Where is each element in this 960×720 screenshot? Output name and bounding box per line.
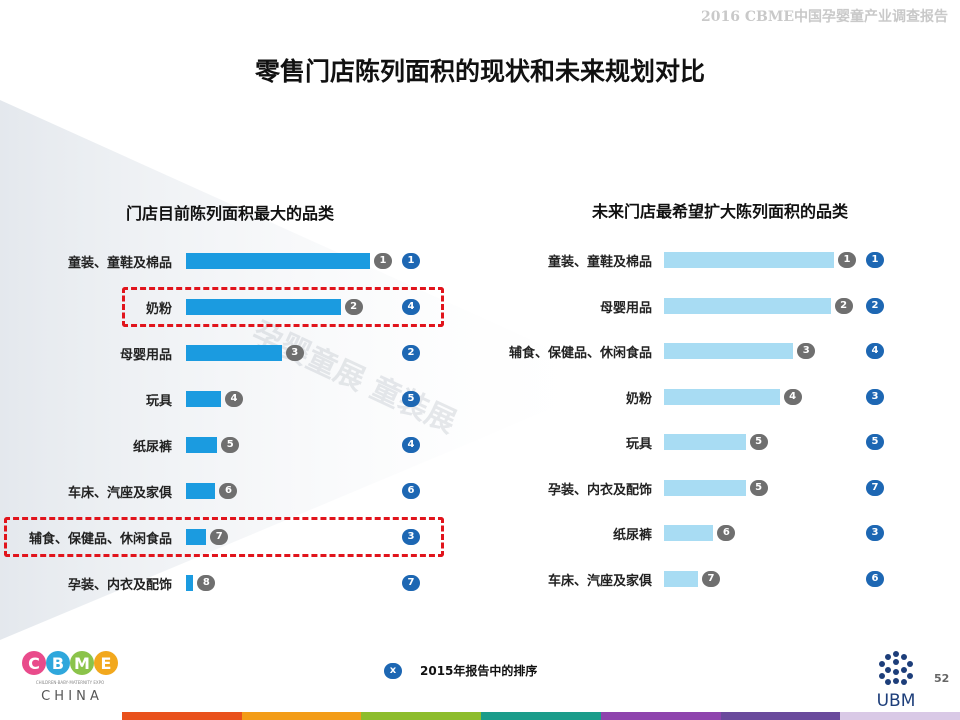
bar <box>186 391 221 407</box>
bar <box>186 575 194 591</box>
legend-rank-marker: x <box>384 662 402 679</box>
category-label: 纸尿裤 <box>132 440 172 455</box>
bar <box>664 525 714 541</box>
rank-2015-badge: 2 <box>866 297 884 314</box>
ubm-logo-mark: UBM <box>877 651 916 711</box>
category-label: 奶粉 <box>625 391 652 407</box>
rank-2015-badge: 1 <box>866 252 884 268</box>
category-label: 辅食、保健品、休闲食品 <box>508 346 652 361</box>
highlight-box <box>122 287 444 327</box>
page-title: 零售门店陈列面积的现状和未来规划对比 <box>254 57 705 86</box>
footer-color-strip <box>122 712 960 720</box>
rank-2015-badge: 7 <box>402 575 420 591</box>
cbme-china: C H I N A <box>41 689 99 704</box>
current-rank-badge: 5 <box>749 434 768 450</box>
category-label: 孕装、内衣及配饰 <box>67 578 172 593</box>
bar <box>186 253 370 269</box>
rank-2015-badge: 7 <box>866 479 884 496</box>
bar <box>186 345 282 361</box>
category-label: 玩具 <box>145 394 172 409</box>
current-rank-badge: 6 <box>717 525 736 541</box>
current-rank-badge: 2 <box>834 297 853 314</box>
svg-text:B: B <box>52 654 64 673</box>
category-label: 车床、汽座及家俱 <box>547 573 652 589</box>
bar <box>186 529 207 545</box>
bar <box>664 252 834 268</box>
current-rank-badge: 4 <box>224 391 243 407</box>
ubm-text: UBM <box>877 691 916 710</box>
current-rank-badge: 2 <box>344 299 363 315</box>
bar <box>664 297 831 314</box>
rank-2015-badge: 6 <box>402 483 420 499</box>
svg-text:M: M <box>74 654 90 673</box>
ubm-logo: UBM <box>866 648 926 714</box>
category-label: 奶粉 <box>145 302 172 317</box>
page-number: 52 <box>934 672 950 685</box>
current-rank-badge: 1 <box>374 253 392 269</box>
bar <box>186 437 218 453</box>
rank-2015-badge: 1 <box>402 253 420 269</box>
cbme-logo-mark: C B M E CHILDREN·BABY·MATERNITY EXPO C H… <box>22 651 118 704</box>
rank-2015-badge: 4 <box>402 437 420 453</box>
bar <box>664 343 794 359</box>
current-rank-badge: 8 <box>197 575 216 591</box>
legend: x 2015年报告中的排序 <box>384 662 537 679</box>
current-rank-badge: 5 <box>749 479 768 496</box>
bar <box>664 479 746 496</box>
rank-2015-badge: 4 <box>402 299 420 315</box>
category-label: 车床、汽座及家俱 <box>67 486 172 501</box>
rank-2015-badge: 2 <box>402 345 420 361</box>
svg-text:C: C <box>28 654 40 673</box>
current-rank-badge: 3 <box>797 343 816 359</box>
bar <box>664 388 780 405</box>
rank-2015-badge: 4 <box>866 343 884 359</box>
category-label: 辅食、保健品、休闲食品 <box>28 532 172 547</box>
category-label: 纸尿裤 <box>612 528 652 543</box>
category-label: 童装、童鞋及棉品 <box>67 256 172 271</box>
category-label: 母婴用品 <box>119 348 172 363</box>
current-rank-badge: 5 <box>221 437 240 453</box>
legend-text: 2015年报告中的排序 <box>420 664 538 678</box>
bar <box>664 434 746 450</box>
svg-text:E: E <box>101 654 112 673</box>
current-rank-badge: 7 <box>210 529 229 545</box>
current-rank-badge: 4 <box>783 388 802 405</box>
left-chart-title: 门店目前陈列面积最大的品类 <box>125 204 334 223</box>
category-label: 玩具 <box>625 437 652 452</box>
rank-2015-badge: 3 <box>866 388 884 405</box>
report-header-title: 2016 CBME中国孕婴童产业调查报告 <box>701 9 948 25</box>
bar <box>186 299 341 315</box>
rank-2015-badge: 5 <box>402 391 420 407</box>
bar <box>186 483 216 499</box>
highlight-box <box>4 517 444 557</box>
current-rank-badge: 6 <box>219 483 238 499</box>
rank-2015-badge: 5 <box>866 434 884 450</box>
rank-2015-badge: 3 <box>866 525 884 541</box>
rank-2015-badge: 3 <box>402 529 420 545</box>
cbme-tagline: CHILDREN·BABY·MATERNITY EXPO <box>36 680 104 685</box>
bar <box>664 570 698 587</box>
rank-2015-badge: 6 <box>866 570 884 587</box>
category-label: 孕装、内衣及配饰 <box>547 482 652 498</box>
category-label: 童装、童鞋及棉品 <box>547 255 652 270</box>
current-rank-badge: 1 <box>838 252 856 268</box>
current-rank-badge: 3 <box>285 345 304 361</box>
cbme-logo: C B M E CHILDREN·BABY·MATERNITY EXPO C H… <box>18 646 128 710</box>
category-label: 母婴用品 <box>599 300 652 316</box>
right-chart-title: 未来门店最希望扩大陈列面积的品类 <box>591 202 848 221</box>
current-rank-badge: 7 <box>702 570 720 587</box>
